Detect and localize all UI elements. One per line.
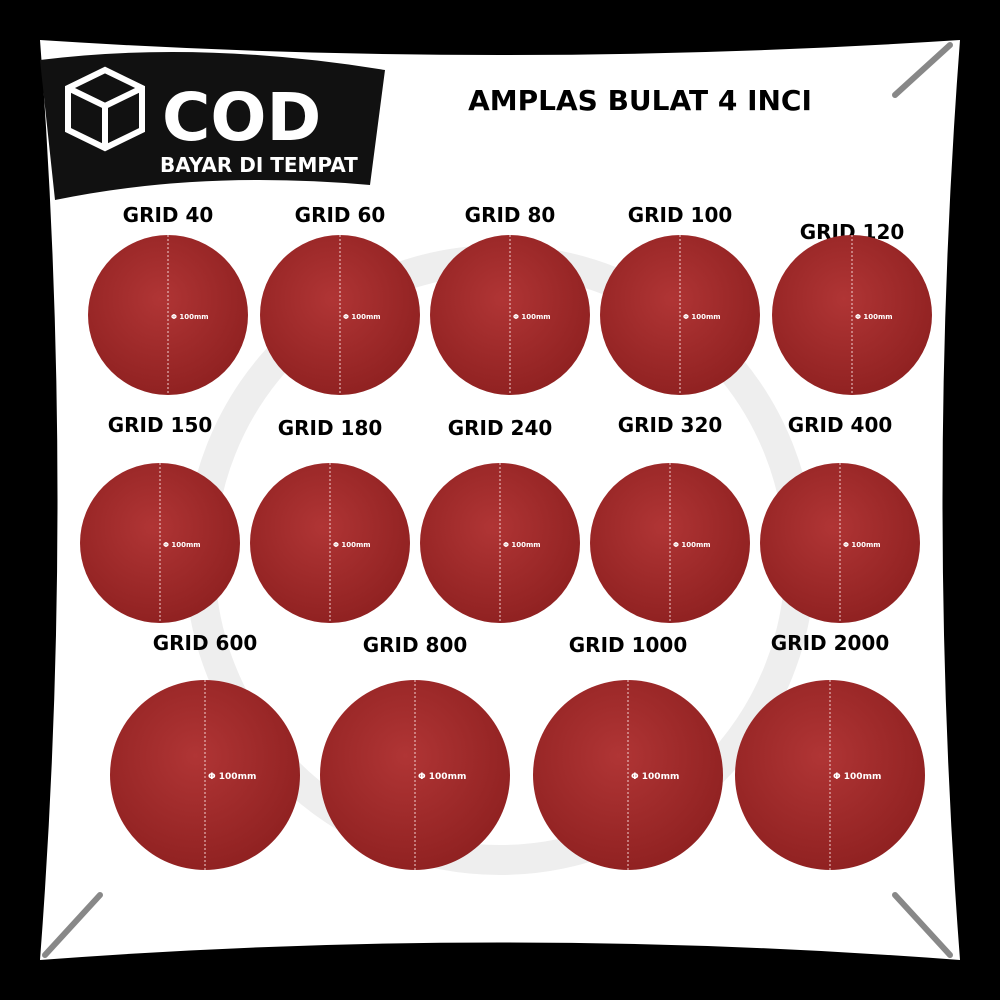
disc-label: GRID 60 [295, 203, 386, 227]
disc-size: Φ 100mm [513, 313, 551, 321]
title: AMPLAS BULAT 4 INCI [468, 84, 812, 117]
disc-item: GRID 240 Φ 100mm [420, 416, 580, 623]
sanding-disc [320, 680, 510, 870]
disc-item: GRID 600 Φ 100mm [110, 631, 300, 870]
disc-size: Φ 100mm [683, 313, 721, 321]
sanding-disc [735, 680, 925, 870]
disc-item: GRID 400 Φ 100mm [760, 413, 920, 623]
disc-size: Φ 100mm [171, 313, 209, 321]
disc-label: GRID 240 [448, 416, 553, 440]
disc-size: Φ 100mm [833, 772, 881, 782]
cube-icon [65, 66, 145, 152]
disc-item: GRID 60 Φ 100mm [260, 203, 420, 395]
disc-grid: GRID 40 Φ 100mm GRID 60 Φ 100mm GRID 80 Φ 100… [80, 203, 932, 870]
disc-label: GRID 2000 [771, 631, 890, 655]
sanding-disc [533, 680, 723, 870]
disc-label: GRID 600 [153, 631, 258, 655]
disc-item: GRID 150 Φ 100mm [80, 413, 240, 623]
disc-size: Φ 100mm [855, 313, 893, 321]
disc-size: Φ 100mm [208, 772, 256, 782]
disc-label: GRID 800 [363, 633, 468, 657]
disc-label: GRID 150 [108, 413, 213, 437]
disc-item: GRID 180 Φ 100mm [250, 416, 410, 623]
badge-subtitle: BAYAR DI TEMPAT [160, 153, 358, 177]
disc-item: GRID 1000 Φ 100mm [533, 633, 723, 870]
disc-label: GRID 320 [618, 413, 723, 437]
disc-size: Φ 100mm [673, 541, 711, 549]
disc-label: GRID 80 [465, 203, 556, 227]
disc-label: GRID 400 [788, 413, 893, 437]
disc-size: Φ 100mm [843, 541, 881, 549]
disc-size: Φ 100mm [163, 541, 201, 549]
disc-item: GRID 800 Φ 100mm [320, 633, 510, 870]
disc-label: GRID 100 [628, 203, 733, 227]
cod-badge [40, 52, 385, 200]
wrench-icons [42, 42, 953, 958]
disc-size: Φ 100mm [333, 541, 371, 549]
disc-label: GRID 40 [123, 203, 214, 227]
disc-item: GRID 40 Φ 100mm [88, 203, 248, 395]
disc-size: Φ 100mm [631, 772, 679, 782]
disc-size: Φ 100mm [503, 541, 541, 549]
disc-item: GRID 80 Φ 100mm [430, 203, 590, 395]
sanding-disc [110, 680, 300, 870]
badge-title: COD [162, 79, 321, 156]
disc-item: GRID 100 Φ 100mm [600, 203, 760, 395]
disc-item: GRID 320 Φ 100mm [590, 413, 750, 623]
disc-label: GRID 180 [278, 416, 383, 440]
disc-label: GRID 1000 [569, 633, 688, 657]
disc-item: GRID 2000 Φ 100mm [735, 631, 925, 870]
disc-size: Φ 100mm [343, 313, 381, 321]
disc-size: Φ 100mm [418, 772, 466, 782]
